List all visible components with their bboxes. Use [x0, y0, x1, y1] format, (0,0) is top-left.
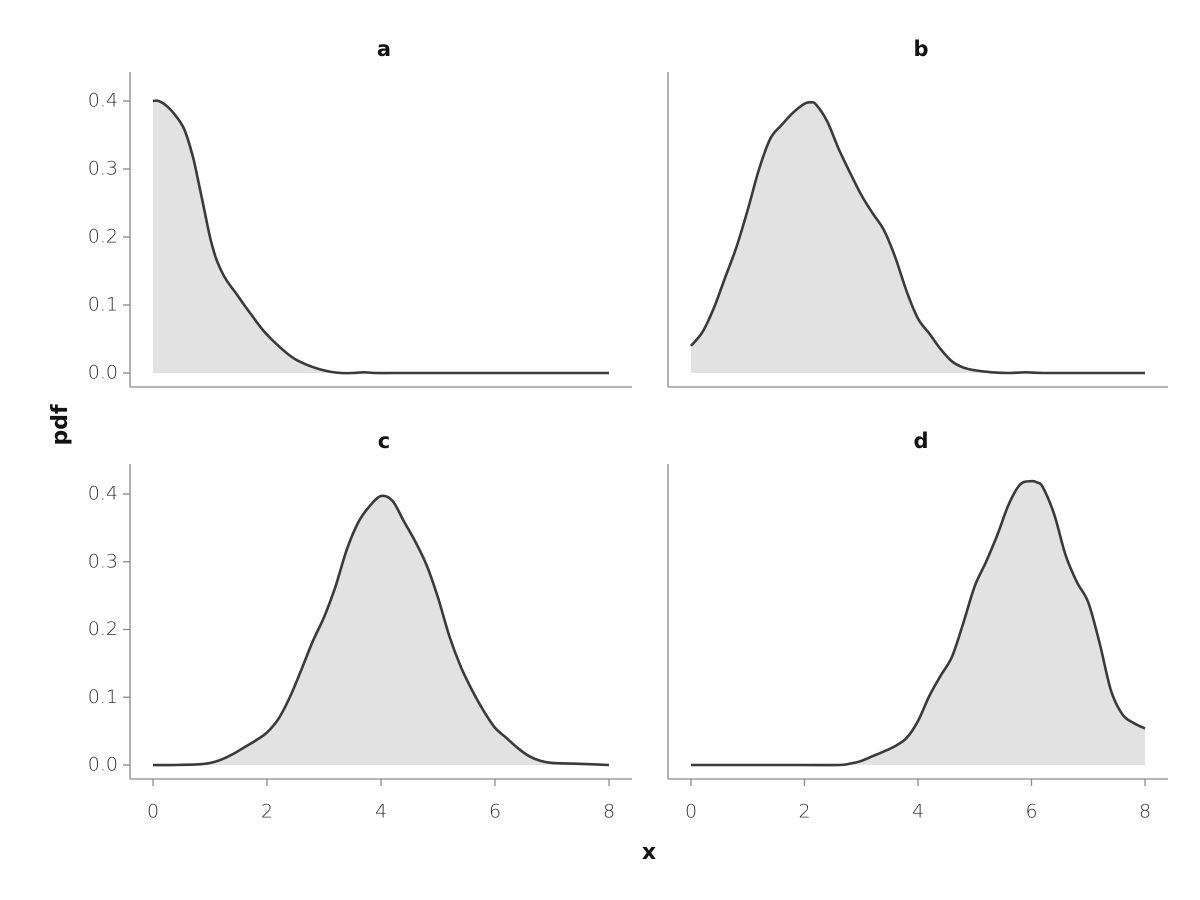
y-tick-label-a: 0.3 — [88, 158, 118, 180]
y-tick-label-c: 0.4 — [88, 483, 118, 505]
x-tick-label-c: 0 — [147, 801, 159, 823]
y-axis-title: pdf — [48, 404, 73, 445]
panel-title-a: a — [377, 37, 391, 61]
panel-title-d: d — [913, 429, 928, 453]
y-tick-label-a: 0.2 — [88, 226, 118, 248]
density-area-c — [153, 495, 609, 766]
y-tick-label-c: 0.3 — [88, 550, 118, 572]
density-area-b — [691, 102, 1145, 374]
y-tick-label-a: 0.0 — [88, 362, 118, 384]
density-area-d — [691, 481, 1145, 766]
panel-c: c 0.0 0.1 0.2 0.3 0.4 0 2 4 6 8 — [88, 429, 632, 823]
density-curve-b — [690, 100, 1145, 375]
y-tick-label-c: 0.2 — [88, 618, 118, 640]
y-tick-label-a: 0.1 — [88, 294, 118, 316]
panel-a: a 0.0 0.1 0.2 0.3 0.4 — [88, 37, 632, 388]
x-tick-label-d: 6 — [1025, 801, 1037, 823]
x-tick-label-c: 6 — [489, 801, 501, 823]
x-tick-label-d: 4 — [912, 801, 924, 823]
panel-b: b — [667, 37, 1168, 388]
y-tick-label-a: 0.4 — [88, 90, 118, 112]
panel-title-b: b — [913, 37, 928, 61]
x-tick-label-c: 8 — [603, 801, 615, 823]
x-tick-label-d: 2 — [798, 801, 810, 823]
panel-title-c: c — [378, 429, 390, 453]
density-curve-d — [690, 479, 1146, 767]
density-curve-a — [152, 99, 609, 375]
x-tick-label-c: 2 — [261, 801, 273, 823]
density-curve-c — [152, 494, 610, 767]
x-axis-title: x — [642, 840, 656, 865]
y-tick-label-c: 0.1 — [88, 686, 118, 708]
panel-d: d 0 2 4 6 8 — [667, 429, 1168, 823]
x-tick-label-c: 4 — [375, 801, 387, 823]
x-tick-label-d: 8 — [1139, 801, 1151, 823]
x-tick-label-d: 0 — [685, 801, 697, 823]
y-tick-label-c: 0.0 — [88, 754, 118, 776]
density-area-a — [153, 100, 609, 374]
panels: a 0.0 0.1 0.2 0.3 0.4 b c 0.0 0.1 0.2 0.3 0.4 0 2 4 6 8 d 0… — [88, 37, 1168, 823]
